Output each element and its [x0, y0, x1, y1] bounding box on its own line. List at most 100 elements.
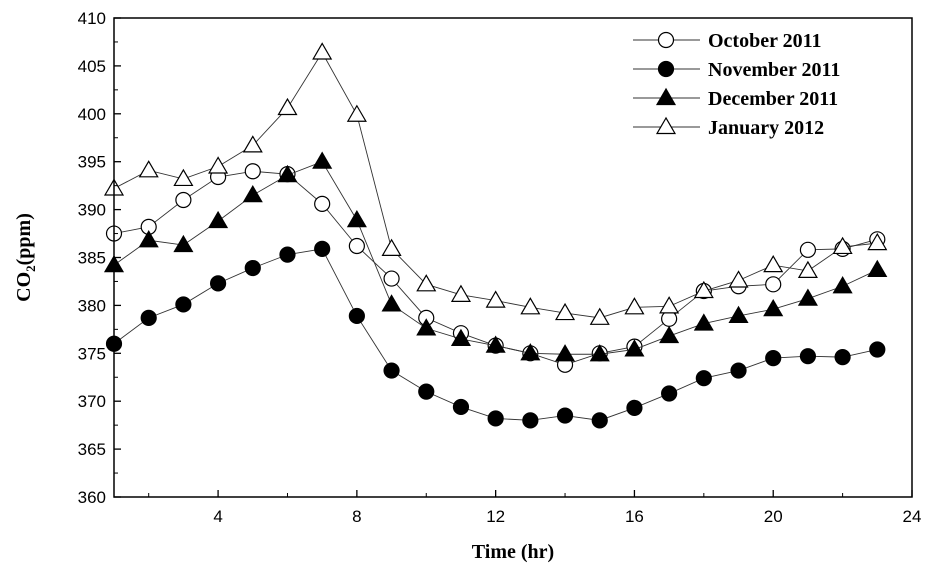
data-point	[485, 335, 506, 353]
data-point	[589, 344, 610, 362]
data-point	[416, 274, 437, 292]
data-point	[765, 349, 782, 367]
y-tick-label: 380	[78, 296, 106, 315]
data-point	[832, 236, 853, 255]
data-point	[416, 318, 437, 336]
data-point	[867, 259, 888, 278]
data-point	[763, 299, 784, 317]
data-point	[624, 297, 645, 315]
data-point	[314, 195, 331, 212]
y-tick-label: 370	[78, 392, 106, 411]
data-point	[832, 276, 853, 294]
data-point	[728, 305, 749, 324]
data-point	[175, 296, 192, 313]
legend-item-4: January 2012	[633, 116, 824, 139]
data-point	[383, 362, 400, 379]
x-axis-title: Time (hr)	[472, 541, 554, 563]
data-point	[381, 294, 402, 312]
data-point	[659, 325, 680, 344]
legend-label: November 2011	[708, 59, 840, 81]
legend-marker	[655, 116, 677, 135]
data-point	[555, 302, 576, 321]
x-tick-label: 20	[764, 507, 783, 526]
data-point	[383, 270, 400, 287]
y-axis-title-unit: (ppm)	[13, 213, 35, 265]
data-point	[418, 383, 435, 400]
data-point	[346, 209, 367, 228]
legend-item-1: October 2011	[633, 30, 822, 52]
data-point	[555, 344, 576, 362]
legend-marker	[655, 87, 677, 106]
y-axis-title-main: CO	[13, 272, 35, 302]
y-tick-label: 365	[78, 440, 106, 459]
data-point	[175, 191, 192, 209]
data-point	[626, 399, 643, 417]
data-point	[659, 296, 680, 314]
data-point	[797, 260, 818, 278]
data-point	[799, 241, 817, 258]
x-tick-label: 8	[352, 507, 361, 526]
data-point	[277, 97, 298, 116]
data-point	[765, 276, 782, 293]
data-point	[591, 412, 608, 429]
legend-item-2: November 2011	[633, 59, 840, 81]
data-point	[797, 288, 818, 306]
data-point	[693, 313, 714, 331]
x-tick-label: 4	[213, 507, 222, 526]
data-point	[556, 407, 574, 424]
data-point	[209, 275, 227, 292]
data-point	[520, 343, 541, 361]
data-point	[661, 385, 678, 402]
data-point	[763, 254, 784, 273]
data-point	[485, 290, 506, 308]
data-point	[173, 234, 194, 253]
x-tick-label: 24	[903, 507, 922, 526]
series-line	[113, 161, 878, 355]
data-point	[799, 348, 817, 365]
data-point	[520, 297, 541, 315]
data-point	[314, 240, 331, 257]
data-point	[624, 339, 645, 357]
data-point	[869, 341, 886, 358]
y-tick-label: 410	[78, 9, 106, 28]
svg-text:CO2(ppm): CO2(ppm)	[13, 213, 38, 302]
data-point	[730, 362, 747, 379]
data-point	[381, 238, 402, 256]
y-tick-label: 395	[78, 153, 106, 172]
y-tick-label: 360	[78, 488, 106, 507]
data-point	[348, 237, 365, 255]
y-tick-label: 385	[78, 249, 106, 268]
x-tick-label: 16	[625, 507, 644, 526]
data-point	[346, 104, 367, 122]
data-point	[693, 280, 714, 299]
data-point	[450, 284, 471, 302]
data-point	[208, 156, 229, 174]
data-point	[138, 160, 159, 178]
legend: October 2011 November 2011 December 2011 Ja…	[633, 30, 840, 139]
legend-item-3: December 2011	[633, 87, 838, 110]
data-point	[312, 151, 333, 169]
data-point	[140, 309, 157, 326]
y-tick-label: 390	[78, 201, 106, 220]
y-axis-title: CO2(ppm)	[13, 213, 38, 302]
series-2	[105, 240, 886, 429]
legend-marker	[657, 60, 675, 78]
data-point	[834, 349, 851, 366]
data-point	[867, 232, 888, 251]
series-line	[113, 248, 878, 421]
data-point	[277, 164, 298, 183]
legend-label: January 2012	[708, 117, 824, 139]
data-point	[312, 42, 333, 60]
axes: 360 365 370 375 380 385 390 395 400 405 410 4 8 12 16 2…	[78, 9, 922, 526]
series-4	[103, 42, 888, 325]
data-point	[589, 307, 610, 325]
data-point	[242, 135, 263, 153]
data-point	[487, 410, 504, 427]
data-point	[452, 398, 470, 416]
y-tick-label: 405	[78, 57, 106, 76]
data-point	[244, 259, 261, 277]
data-point	[208, 210, 229, 229]
x-tick-label: 12	[486, 507, 505, 526]
legend-marker	[657, 31, 675, 49]
